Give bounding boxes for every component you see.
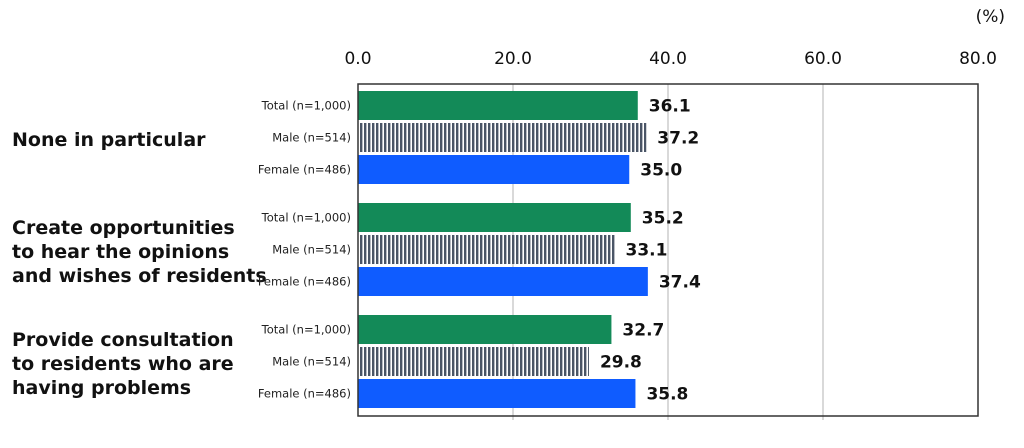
series-label: Male (n=514)	[272, 355, 351, 369]
bar	[358, 347, 589, 376]
series-label: Total (n=1,000)	[261, 99, 351, 113]
x-tick-label: 0.0	[344, 49, 371, 69]
series-label: Male (n=514)	[272, 131, 351, 145]
x-tick-label: 40.0	[649, 49, 687, 69]
data-label: 35.8	[646, 385, 688, 405]
bar	[358, 155, 630, 184]
plot-frame	[357, 83, 979, 417]
data-label: 35.2	[642, 209, 684, 229]
bar	[358, 235, 615, 264]
series-label: Total (n=1,000)	[261, 211, 351, 225]
x-tick-label: 60.0	[804, 49, 842, 69]
bar	[358, 315, 612, 344]
bar	[358, 91, 638, 120]
bar	[358, 379, 636, 408]
data-label: 32.7	[622, 321, 664, 341]
data-label: 33.1	[626, 241, 668, 261]
series-label: Female (n=486)	[258, 387, 351, 401]
x-tick-label: 20.0	[494, 49, 532, 69]
category-label: Create opportunities to hear the opinions…	[12, 217, 267, 287]
category-label: None in particular	[12, 129, 206, 151]
series-label: Total (n=1,000)	[261, 323, 351, 337]
data-label: 36.1	[649, 97, 691, 117]
data-label: 37.4	[659, 273, 701, 293]
bar	[358, 203, 631, 232]
bar	[358, 267, 648, 296]
unit-label: (%)	[976, 7, 1005, 27]
x-tick-label: 80.0	[959, 49, 997, 69]
data-label: 37.2	[657, 129, 699, 149]
series-label: Female (n=486)	[258, 163, 351, 177]
category-label: Provide consultation to residents who are…	[12, 329, 234, 399]
data-label: 29.8	[600, 353, 642, 373]
data-label: 35.0	[640, 161, 682, 181]
series-label: Female (n=486)	[258, 275, 351, 289]
bar	[358, 123, 647, 152]
series-label: Male (n=514)	[272, 243, 351, 257]
